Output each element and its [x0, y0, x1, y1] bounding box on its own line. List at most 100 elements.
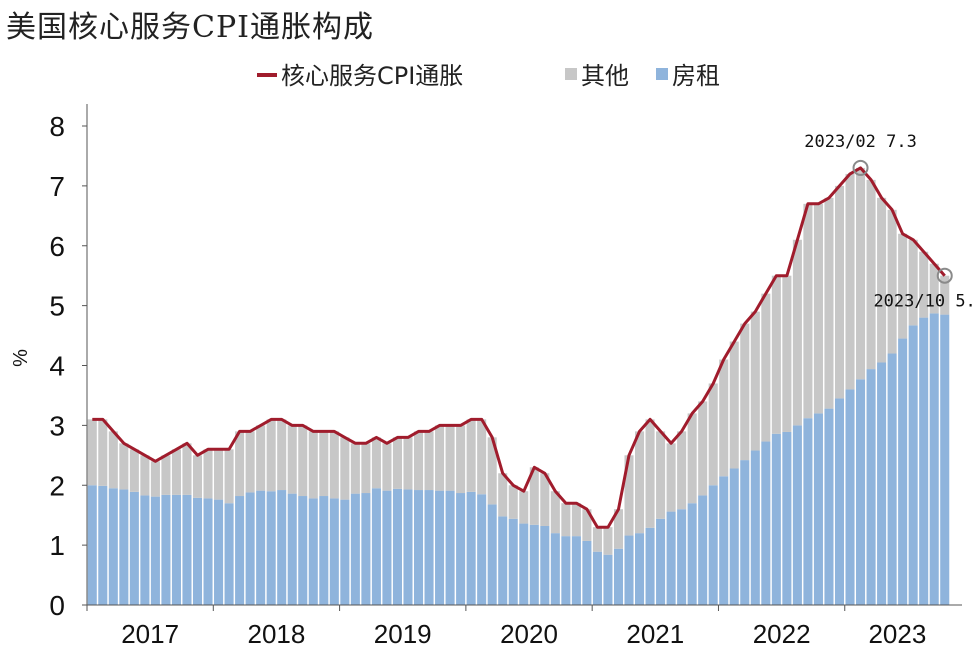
other-bar [708, 383, 718, 486]
other-bar [98, 419, 108, 486]
rent-bar [656, 518, 666, 605]
rent-bar [729, 468, 739, 605]
other-bar [666, 443, 676, 512]
other-bar [792, 239, 802, 426]
y-tick-label: 7 [49, 171, 65, 202]
other-bar [150, 461, 160, 497]
other-bar [519, 491, 529, 524]
rent-bar [98, 485, 108, 605]
rent-bar [550, 533, 560, 605]
other-bar [561, 503, 571, 537]
rent-bar [887, 353, 897, 605]
rent-bar [445, 490, 455, 605]
x-tick-label: 2017 [121, 619, 179, 649]
other-bar [761, 293, 771, 442]
other-bar [87, 419, 97, 486]
rent-bar [624, 535, 634, 605]
other-bar [382, 443, 392, 491]
rent-bar [540, 525, 550, 605]
rent-bar [161, 494, 171, 605]
x-tick-label: 2021 [626, 619, 684, 649]
other-bar [687, 413, 697, 504]
rent-bar [561, 536, 571, 605]
rent-bar [929, 313, 939, 605]
other-bar [119, 443, 129, 490]
other-bar [392, 437, 402, 489]
rent-bar [329, 498, 339, 605]
other-bar [477, 419, 487, 495]
legend-other-label: 其他 [581, 62, 629, 90]
x-tick-label: 2023 [868, 619, 926, 649]
other-bar [403, 437, 413, 490]
rent-bar [466, 491, 476, 605]
other-bar [571, 503, 581, 537]
other-bar [235, 431, 245, 497]
other-bar [456, 425, 466, 494]
other-bar [371, 437, 381, 489]
annotation-label: 2023/10 5.5 [873, 292, 976, 312]
other-bar [635, 431, 645, 534]
other-bar [613, 509, 624, 549]
legend-rent-swatch [656, 68, 668, 80]
rent-bar [645, 527, 655, 605]
rent-bar [792, 425, 802, 605]
rent-bar [719, 476, 729, 605]
other-bar [487, 437, 497, 505]
rent-bar [529, 524, 539, 605]
rent-bar [477, 494, 487, 605]
other-bar [445, 425, 455, 491]
other-bar [645, 419, 655, 528]
other-bar [256, 425, 266, 491]
rent-bar [613, 548, 624, 605]
rent-bar [340, 499, 350, 605]
other-bar [182, 443, 192, 495]
rent-bar [856, 379, 866, 605]
rent-bar [277, 490, 287, 605]
rent-bar [192, 497, 203, 605]
y-tick-label: 0 [49, 590, 65, 621]
rent-bar [319, 496, 329, 605]
rent-bar [361, 493, 371, 605]
other-bar [508, 485, 518, 519]
other-bar [740, 323, 750, 461]
other-bar [498, 473, 508, 517]
legend-line-label: 核心服务CPI通胀 [281, 62, 463, 90]
rent-bar [866, 369, 876, 605]
other-bar [413, 431, 424, 491]
rent-bar [456, 493, 466, 605]
axes-layer: 0 1 2 3 4 5 6 7 8 2017 2018 2019 2020 2021 2022 2023 [49, 104, 962, 649]
other-bar [750, 311, 760, 451]
rent-bar [171, 494, 181, 605]
other-bar [603, 527, 613, 555]
legend: 核心服务CPI通胀 其他 房租 [257, 62, 720, 90]
other-bar [245, 431, 255, 493]
other-bar [224, 449, 234, 504]
other-bar [192, 455, 203, 498]
other-bar [266, 419, 276, 492]
other-bar [435, 425, 445, 491]
rent-bar [245, 492, 255, 605]
x-tick-label: 2019 [374, 619, 432, 649]
other-bar [329, 431, 339, 499]
y-tick-label: 1 [49, 530, 65, 561]
rent-bar [898, 338, 908, 605]
rent-bar [940, 314, 950, 605]
rent-bar [771, 433, 781, 605]
y-axis-label: % [10, 349, 32, 367]
rent-bar [371, 488, 381, 605]
rent-bar [129, 491, 139, 605]
other-bar [161, 455, 171, 495]
legend-other-swatch [565, 68, 577, 80]
y-tick-label: 6 [49, 231, 65, 262]
rent-bar [908, 325, 918, 605]
rent-bar [203, 498, 213, 605]
rent-bar [214, 499, 224, 605]
rent-bar [424, 490, 434, 605]
other-bar [908, 239, 918, 326]
rent-bar [182, 494, 192, 605]
rent-bar [519, 523, 529, 605]
other-bar [308, 431, 318, 499]
other-bar [287, 425, 297, 494]
other-bar [940, 275, 950, 315]
rent-bar [403, 489, 413, 605]
